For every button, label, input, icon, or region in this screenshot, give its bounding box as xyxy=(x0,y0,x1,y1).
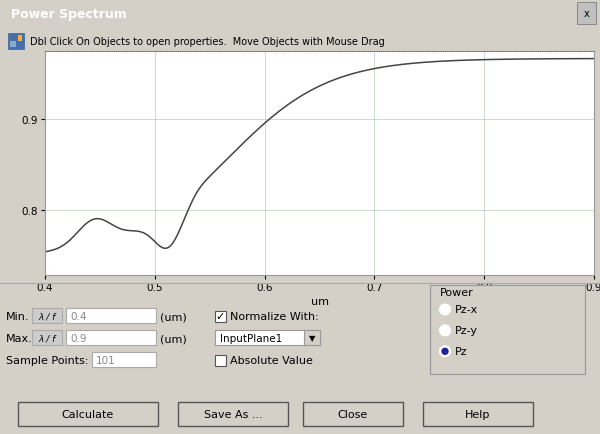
Text: Normalize With:: Normalize With: xyxy=(230,312,319,322)
Bar xyxy=(18,36,22,42)
Bar xyxy=(32,309,62,324)
Text: Power Spectrum: Power Spectrum xyxy=(11,8,127,20)
Text: Sample Points:: Sample Points: xyxy=(6,355,89,365)
Bar xyxy=(10,42,16,48)
Bar xyxy=(215,355,226,366)
Text: λ / f: λ / f xyxy=(38,334,56,342)
FancyBboxPatch shape xyxy=(423,402,533,426)
Bar xyxy=(92,352,156,368)
Text: Pz: Pz xyxy=(455,346,467,356)
Circle shape xyxy=(442,349,448,355)
Text: 0.9: 0.9 xyxy=(70,333,86,343)
Text: (um): (um) xyxy=(160,334,187,344)
Text: Close: Close xyxy=(338,409,368,419)
Bar xyxy=(430,285,585,375)
FancyBboxPatch shape xyxy=(18,402,158,426)
Text: Pz-y: Pz-y xyxy=(455,326,478,335)
Circle shape xyxy=(439,325,451,336)
Text: Max.: Max. xyxy=(6,334,33,344)
Text: Save As ...: Save As ... xyxy=(203,409,262,419)
Text: Help: Help xyxy=(466,409,491,419)
Bar xyxy=(32,331,62,345)
Bar xyxy=(66,309,156,324)
Text: λ / f: λ / f xyxy=(38,312,56,321)
Text: 0.4: 0.4 xyxy=(70,311,86,321)
Text: Pz-x: Pz-x xyxy=(455,305,478,315)
Text: Calculate: Calculate xyxy=(62,409,114,419)
Text: Dbl Click On Objects to open properties.  Move Objects with Mouse Drag: Dbl Click On Objects to open properties.… xyxy=(30,37,385,47)
Circle shape xyxy=(439,346,451,357)
Text: Min.: Min. xyxy=(6,312,29,322)
Bar xyxy=(8,34,24,50)
Circle shape xyxy=(439,304,451,315)
Text: 101: 101 xyxy=(96,355,116,365)
FancyBboxPatch shape xyxy=(178,402,288,426)
Bar xyxy=(304,331,320,345)
X-axis label: um: um xyxy=(311,297,329,307)
FancyBboxPatch shape xyxy=(577,3,596,25)
Bar xyxy=(215,331,320,345)
Text: InputPlane1: InputPlane1 xyxy=(220,333,282,343)
Text: Absolute Value: Absolute Value xyxy=(230,355,313,365)
Text: ▼: ▼ xyxy=(309,334,315,342)
FancyBboxPatch shape xyxy=(303,402,403,426)
Text: Power: Power xyxy=(440,287,474,297)
Text: ✓: ✓ xyxy=(216,312,225,322)
Bar xyxy=(215,312,226,322)
Text: (um): (um) xyxy=(160,312,187,322)
Text: x: x xyxy=(584,9,590,19)
Bar xyxy=(66,331,156,345)
